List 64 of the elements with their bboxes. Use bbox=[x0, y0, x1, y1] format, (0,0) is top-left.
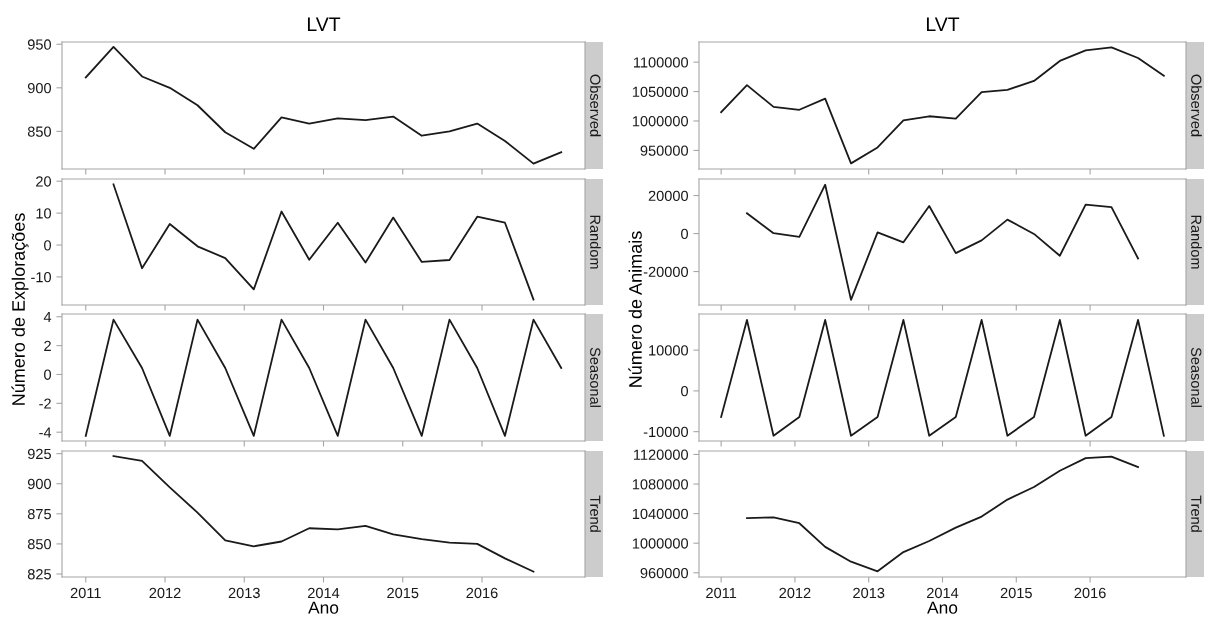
y-tick-label: -10 bbox=[31, 272, 52, 283]
y-axis-title: Número de Animais bbox=[628, 231, 642, 387]
text: Seasonal bbox=[1191, 347, 1202, 407]
y-tick-label: 900 bbox=[27, 478, 52, 490]
x-tick-label: 2016 bbox=[466, 587, 498, 599]
y-tick-label: 900 bbox=[27, 82, 52, 94]
text: Seasonal bbox=[590, 347, 601, 407]
x-axis-title: Ano bbox=[308, 601, 339, 614]
line-series bbox=[746, 183, 1139, 301]
text: Trend bbox=[590, 495, 601, 532]
text: Random bbox=[1191, 215, 1202, 269]
y-axis-title: Número de Explorações bbox=[11, 213, 29, 405]
x-tick-label: 2013 bbox=[228, 587, 260, 599]
y-tick-label: -4 bbox=[39, 427, 52, 438]
y-tick-label: 0 bbox=[681, 385, 689, 397]
y-tick-label: 4 bbox=[43, 311, 52, 323]
y-tick-label: 950000 bbox=[640, 145, 689, 156]
text: Observed bbox=[590, 74, 601, 137]
x-tick-label: 2014 bbox=[308, 587, 340, 599]
text: Observed bbox=[1191, 74, 1202, 137]
x-tick-label: 2011 bbox=[70, 587, 101, 599]
y-tick-label: -20000 bbox=[643, 266, 689, 277]
line-series bbox=[84, 45, 563, 165]
x-tick-label: 2016 bbox=[1074, 587, 1106, 599]
y-tick-label: 950 bbox=[27, 39, 52, 50]
y-tick-label: 10 bbox=[36, 208, 52, 219]
x-tick-label: 2015 bbox=[387, 587, 419, 599]
y-tick-label: 1050000 bbox=[632, 86, 689, 97]
y-tick-label: 960000 bbox=[640, 567, 689, 579]
chart-title: LVT bbox=[307, 17, 341, 31]
y-tick-label: 0 bbox=[44, 369, 52, 380]
x-tick-label: 2012 bbox=[149, 587, 181, 599]
y-tick-label: 850 bbox=[27, 539, 52, 550]
x-tick-label: 2013 bbox=[853, 587, 885, 599]
x-tick-label: 2012 bbox=[779, 587, 811, 599]
line-series bbox=[720, 46, 1165, 165]
y-tick-label: 1000000 bbox=[632, 116, 689, 127]
text: Random bbox=[590, 215, 601, 269]
y-tick-label: -10000 bbox=[643, 426, 689, 438]
x-tick-label: 2014 bbox=[927, 587, 959, 599]
line-series bbox=[112, 455, 535, 573]
line-series bbox=[112, 183, 535, 301]
y-tick-label: 825 bbox=[27, 569, 51, 580]
y-tick-label: 850 bbox=[27, 126, 52, 137]
y-tick-label: 875 bbox=[27, 508, 51, 520]
x-axis-title: Ano bbox=[927, 601, 958, 614]
y-tick-label: 1120000 bbox=[634, 449, 689, 460]
text: Trend bbox=[1191, 495, 1202, 532]
x-tick-label: 2015 bbox=[1000, 587, 1032, 599]
y-tick-label: 0 bbox=[681, 228, 689, 239]
y-tick-label: 1100000 bbox=[634, 57, 689, 68]
y-tick-label: 20 bbox=[36, 176, 52, 187]
y-tick-label: 2 bbox=[44, 340, 51, 351]
y-tick-label: -2 bbox=[39, 398, 51, 409]
y-tick-label: 925 bbox=[27, 448, 51, 460]
y-tick-label: 10000 bbox=[649, 345, 689, 356]
chart-title: LVT bbox=[926, 17, 960, 31]
line-series bbox=[746, 455, 1139, 573]
y-tick-label: 20000 bbox=[648, 190, 689, 201]
y-tick-label: 0 bbox=[44, 240, 52, 251]
x-tick-label: 2011 bbox=[706, 587, 737, 599]
y-tick-label: 1080000 bbox=[632, 479, 689, 490]
y-tick-label: 1000000 bbox=[632, 538, 689, 549]
y-tick-label: 1040000 bbox=[632, 508, 689, 520]
